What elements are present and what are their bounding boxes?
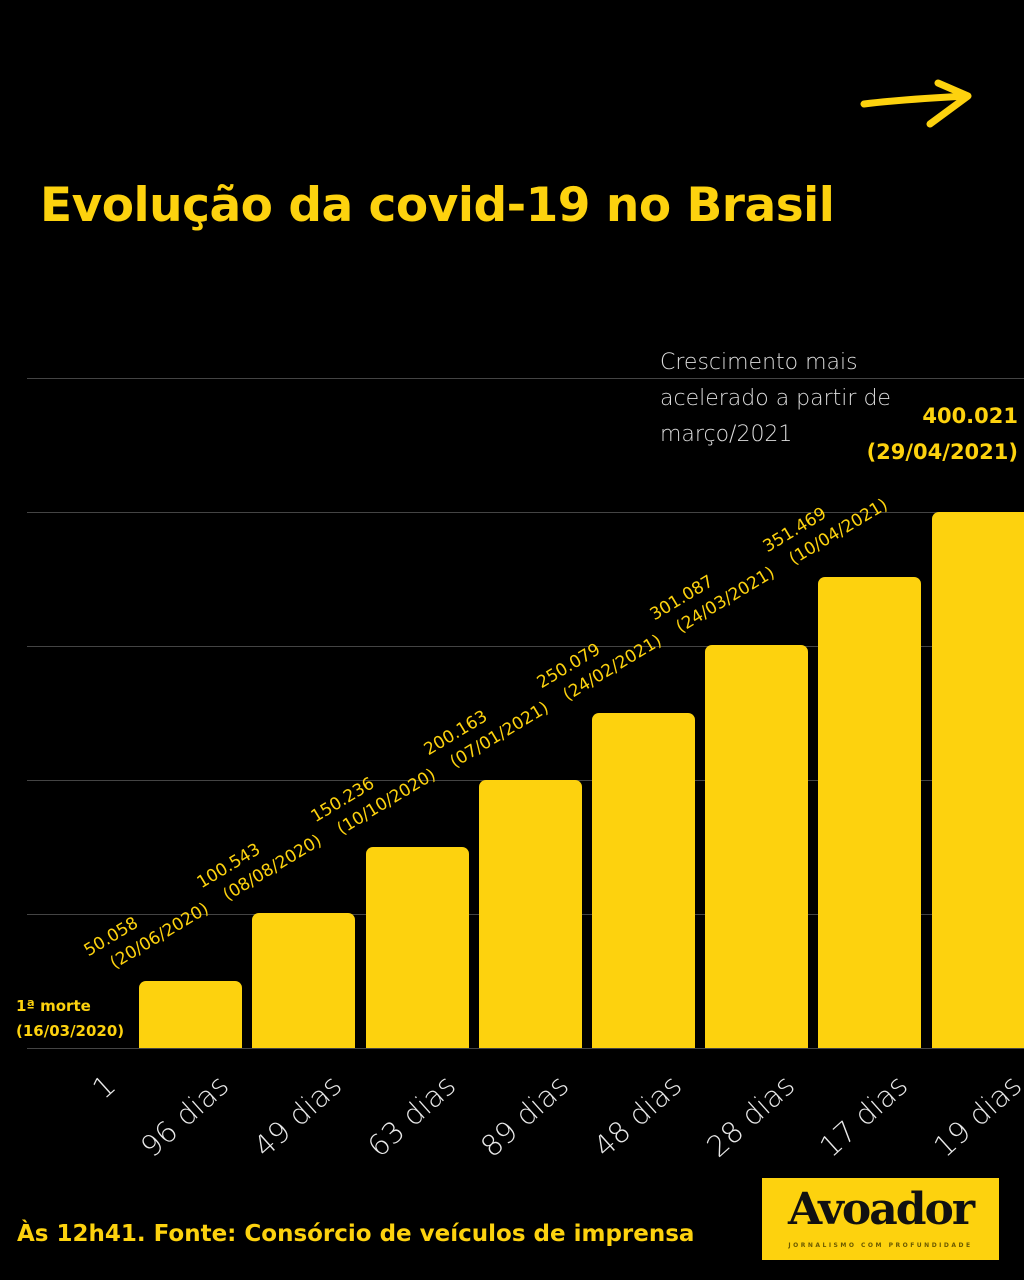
x-tick-label: 17 dias bbox=[813, 1068, 915, 1164]
value-label: 200.163 (07/01/2021) bbox=[420, 675, 553, 773]
gridline bbox=[27, 512, 1024, 513]
chart-title: Evolução da covid-19 no Brasil bbox=[40, 178, 835, 233]
logo-name: Avoador bbox=[787, 1184, 975, 1235]
annotation-line: Crescimento mais bbox=[660, 350, 858, 375]
logo-tagline: JORNALISMO COM PROFUNDIDADE bbox=[788, 1242, 973, 1249]
annotation-line: março/2021 bbox=[660, 422, 793, 447]
gridline bbox=[27, 646, 1024, 647]
annotation-line: acelerado a partir de bbox=[660, 386, 891, 411]
bar bbox=[931, 511, 1024, 1048]
value-label: 150.236 (10/10/2020) bbox=[307, 742, 440, 840]
value-label-text: 1ª morte bbox=[16, 997, 91, 1015]
x-tick-label: 28 dias bbox=[700, 1068, 802, 1164]
value-label: 351.469 (10/04/2021) bbox=[760, 473, 893, 571]
bar bbox=[252, 913, 356, 1048]
value-label: 50.058 (20/06/2020) bbox=[81, 876, 213, 974]
date-label-text: (16/03/2020) bbox=[16, 1022, 125, 1040]
bar bbox=[818, 577, 922, 1048]
bar bbox=[139, 980, 243, 1048]
gridline bbox=[27, 378, 1024, 379]
bar bbox=[705, 644, 809, 1048]
x-tick-label: 63 dias bbox=[360, 1068, 462, 1164]
value-label: 1ª morte (16/03/2020) bbox=[16, 994, 124, 1044]
x-tick-label: 89 dias bbox=[473, 1068, 576, 1164]
bar bbox=[592, 712, 695, 1048]
value-label: 100.543 (08/08/2020) bbox=[194, 809, 327, 907]
value-label-text: 400.021 bbox=[922, 404, 1018, 428]
arrow-right-icon bbox=[860, 79, 972, 128]
date-label-text: (29/04/2021) bbox=[866, 440, 1018, 464]
avoador-logo: Avoador JORNALISMO COM PROFUNDIDADE bbox=[762, 1178, 999, 1260]
value-label: 301.087 (24/03/2021) bbox=[647, 540, 779, 638]
x-tick-label: 1 bbox=[85, 1068, 123, 1106]
gridline bbox=[27, 1048, 1024, 1049]
annotation: Crescimento mais acelerado a partir de m… bbox=[660, 345, 960, 453]
source-footer: Às 12h41. Fonte: Consórcio de veículos d… bbox=[17, 1221, 695, 1247]
value-label: 400.021 (29/04/2021) bbox=[867, 398, 1018, 470]
bar bbox=[365, 846, 469, 1048]
x-tick-label: 19 dias bbox=[926, 1068, 1024, 1164]
x-tick-label: 49 dias bbox=[247, 1068, 349, 1164]
x-tick-label: 96 dias bbox=[134, 1068, 236, 1164]
value-label: 250.079 (24/02/2021) bbox=[534, 608, 666, 706]
bar bbox=[478, 779, 582, 1048]
x-tick-label: 48 dias bbox=[587, 1068, 689, 1164]
